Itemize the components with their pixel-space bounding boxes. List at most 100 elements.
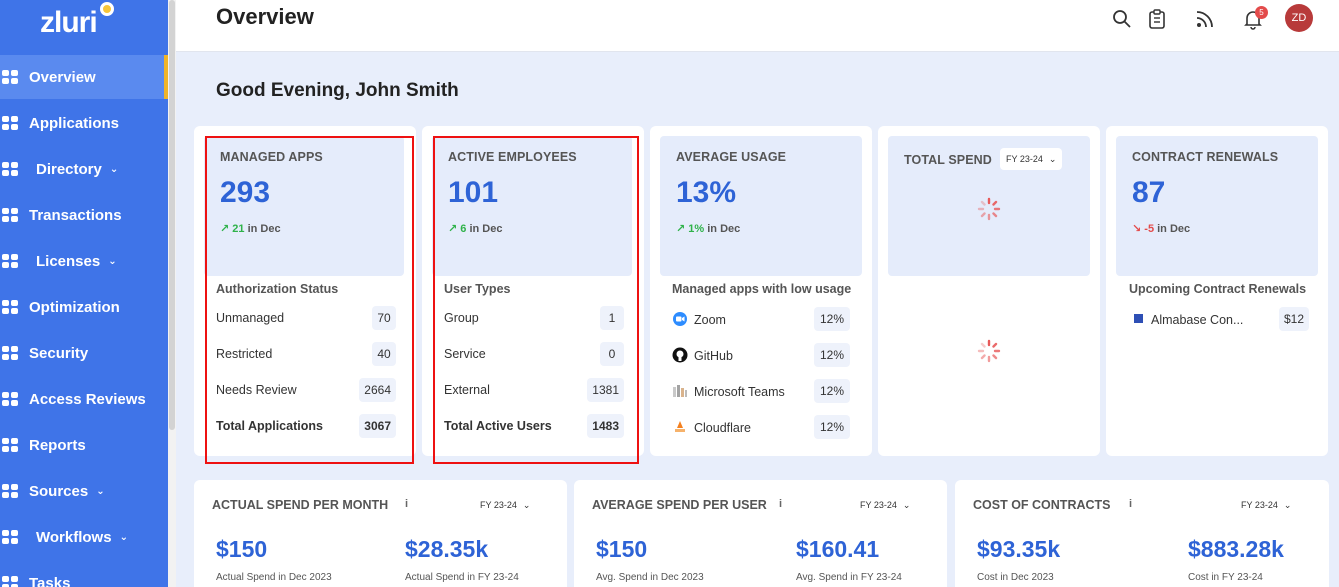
section-title: Managed apps with low usage xyxy=(672,282,852,296)
clipboard-icon[interactable] xyxy=(1146,8,1168,30)
trend-up-icon: ↗ xyxy=(448,223,461,235)
sidebar-item-transactions[interactable]: Transactions xyxy=(0,193,168,237)
user-check-icon xyxy=(2,391,20,407)
sidebar-item-label: Optimization xyxy=(29,298,120,316)
app-usage: 12% xyxy=(814,415,850,439)
spend-value: $150 xyxy=(216,536,268,562)
list-item[interactable]: Restricted 40 xyxy=(216,342,396,366)
contract-renewals-card[interactable]: CONTRACT RENEWALS 87 ↘ -5 in Dec Upcomin… xyxy=(1106,126,1328,456)
sidebar-item-overview[interactable]: Overview xyxy=(0,55,168,99)
greeting: Good Evening, John Smith xyxy=(216,80,459,101)
spend-value: $93.35k xyxy=(977,536,1061,562)
chevron-down-icon: ⌄ xyxy=(1283,500,1292,510)
rocket-icon xyxy=(2,299,20,315)
period-select[interactable]: FY 23-24 ⌄ xyxy=(1000,148,1063,170)
loading-spinner-icon xyxy=(977,339,1001,363)
sidebar-item-reports[interactable]: Reports xyxy=(0,423,168,467)
list-item[interactable]: Unmanaged 70 xyxy=(216,306,396,330)
average-spend-user-card[interactable]: AVERAGE SPEND PER USER i FY 23-24 ⌄ $150 … xyxy=(574,480,947,587)
sidebar-item-workflows[interactable]: Workflows ⌄ xyxy=(0,515,168,559)
sidebar-item-optimization[interactable]: Optimization xyxy=(0,285,168,329)
sidebar-item-security[interactable]: Security xyxy=(0,331,168,375)
sidebar-item-directory[interactable]: Directory ⌄ xyxy=(0,147,168,191)
shield-icon xyxy=(2,345,20,361)
list-item[interactable]: Cloudflare 12% xyxy=(672,415,850,439)
row-label: Unmanaged xyxy=(216,311,285,325)
period-select[interactable]: FY 23-24 ⌄ xyxy=(474,494,537,516)
avatar[interactable]: ZD xyxy=(1285,4,1313,32)
list-item[interactable]: Almabase Con... $12 xyxy=(1131,307,1309,331)
period-value: FY 23-24 xyxy=(1006,154,1043,164)
period-select[interactable]: FY 23-24 ⌄ xyxy=(1235,494,1298,516)
spend-caption: Avg. Spend in FY 23-24 xyxy=(796,572,902,583)
row-label: Total Applications xyxy=(216,419,323,433)
period-value: FY 23-24 xyxy=(1241,500,1278,510)
feed-icon[interactable] xyxy=(1194,8,1216,30)
list-item[interactable]: Zoom 12% xyxy=(672,307,850,331)
sidebar-item-label: Directory xyxy=(36,160,102,178)
section-title: User Types xyxy=(444,282,511,296)
list-item[interactable]: Group 1 xyxy=(444,306,624,330)
card-label: MANAGED APPS xyxy=(220,150,323,164)
active-employees-card[interactable]: ACTIVE EMPLOYEES 101 ↗ 6 in Dec User Typ… xyxy=(422,126,644,456)
list-item[interactable]: Needs Review 2664 xyxy=(216,378,396,402)
list-item-total[interactable]: Total Active Users 1483 xyxy=(444,414,624,438)
info-icon[interactable]: i xyxy=(405,498,409,510)
info-icon[interactable]: i xyxy=(779,498,783,510)
card-label: ACTIVE EMPLOYEES xyxy=(448,150,577,164)
list-item[interactable]: Service 0 xyxy=(444,342,624,366)
search-icon[interactable] xyxy=(1111,8,1133,30)
spend-caption: Actual Spend in Dec 2023 xyxy=(216,572,332,583)
period-select[interactable]: FY 23-24 ⌄ xyxy=(854,494,917,516)
globe-icon xyxy=(2,483,20,499)
sidebar-item-sources[interactable]: Sources ⌄ xyxy=(0,469,168,513)
actual-spend-card[interactable]: ACTUAL SPEND PER MONTH i FY 23-24 ⌄ $150 … xyxy=(194,480,567,587)
spend-value: $28.35k xyxy=(405,536,489,562)
card-label: TOTAL SPEND xyxy=(904,153,992,167)
app-usage: 12% xyxy=(814,307,850,331)
row-value: 0 xyxy=(600,342,624,366)
list-item[interactable]: GitHub 12% xyxy=(672,343,850,367)
average-usage-card[interactable]: AVERAGE USAGE 13% ↗ 1% in Dec Managed ap… xyxy=(650,126,872,456)
zluri-logo[interactable]: zluri xyxy=(40,6,98,39)
sidebar-item-access-reviews[interactable]: Access Reviews xyxy=(0,377,168,421)
tasks-icon xyxy=(2,575,20,587)
microsoft-teams-icon xyxy=(673,385,687,397)
row-label: External xyxy=(444,383,490,397)
sidebar-scroll-thumb[interactable] xyxy=(169,0,175,430)
total-spend-card[interactable]: TOTAL SPEND FY 23-24 ⌄ xyxy=(878,126,1100,456)
sidebar-item-licenses[interactable]: Licenses ⌄ xyxy=(0,239,168,283)
trend-down-icon: ↘ xyxy=(1132,223,1145,235)
report-icon xyxy=(2,437,20,453)
row-value: 1483 xyxy=(587,414,624,438)
github-icon xyxy=(672,347,688,363)
sidebar-item-label: Tasks xyxy=(29,574,71,587)
total-spend-summary: TOTAL SPEND FY 23-24 ⌄ xyxy=(888,136,1090,276)
sidebar-item-label: Overview xyxy=(29,68,96,86)
chevron-down-icon: ⌄ xyxy=(902,500,911,510)
delta-value: 21 xyxy=(232,223,245,235)
top-header: Overview xyxy=(176,0,1339,52)
list-item[interactable]: Microsoft Teams 12% xyxy=(672,379,850,403)
period-value: FY 23-24 xyxy=(480,500,517,510)
app-name: GitHub xyxy=(694,349,733,363)
list-item-total[interactable]: Total Applications 3067 xyxy=(216,414,396,438)
cost-contracts-card[interactable]: COST OF CONTRACTS i FY 23-24 ⌄ $93.35k Co… xyxy=(955,480,1329,587)
row-value: 40 xyxy=(372,342,396,366)
sidebar-item-tasks[interactable]: Tasks xyxy=(0,561,168,587)
spend-caption: Avg. Spend in Dec 2023 xyxy=(596,572,704,583)
info-icon[interactable]: i xyxy=(1129,498,1133,510)
card-delta: ↗ 21 in Dec xyxy=(220,222,281,235)
chevron-down-icon: ⌄ xyxy=(96,485,105,497)
app-name: Cloudflare xyxy=(694,421,751,435)
chevron-down-icon: ⌄ xyxy=(119,531,128,543)
managed-apps-card[interactable]: MANAGED APPS 293 ↗ 21 in Dec Authorizati… xyxy=(194,126,416,456)
spend-value: $883.28k xyxy=(1188,536,1284,562)
list-item[interactable]: External 1381 xyxy=(444,378,624,402)
card-title: AVERAGE SPEND PER USER xyxy=(592,498,767,512)
sidebar: zluri Overview Applications Directory ⌄ Tran… xyxy=(0,0,168,587)
contract-value: $12 xyxy=(1279,307,1309,331)
sidebar-item-applications[interactable]: Applications xyxy=(0,101,168,145)
row-value: 70 xyxy=(372,306,396,330)
contract-name: Almabase Con... xyxy=(1151,313,1244,327)
